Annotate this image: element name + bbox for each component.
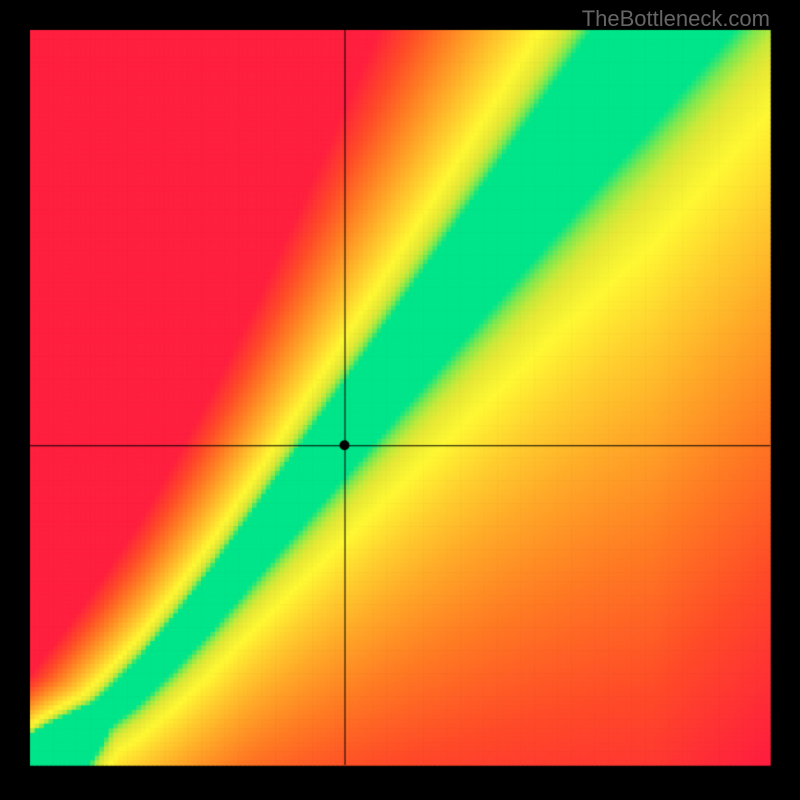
bottleneck-heatmap — [0, 0, 800, 800]
watermark-text: TheBottleneck.com — [582, 6, 770, 32]
root: TheBottleneck.com — [0, 0, 800, 800]
